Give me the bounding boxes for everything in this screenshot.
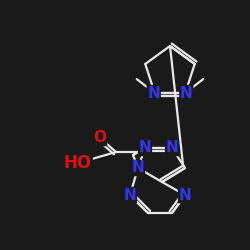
Text: N: N <box>180 86 193 100</box>
Text: N: N <box>147 86 160 100</box>
Text: N: N <box>178 188 192 202</box>
Text: N: N <box>124 188 136 202</box>
Text: O: O <box>94 130 106 146</box>
Text: N: N <box>166 140 178 156</box>
Text: HO: HO <box>64 154 92 172</box>
Text: N: N <box>138 140 151 156</box>
Text: N: N <box>132 160 144 176</box>
